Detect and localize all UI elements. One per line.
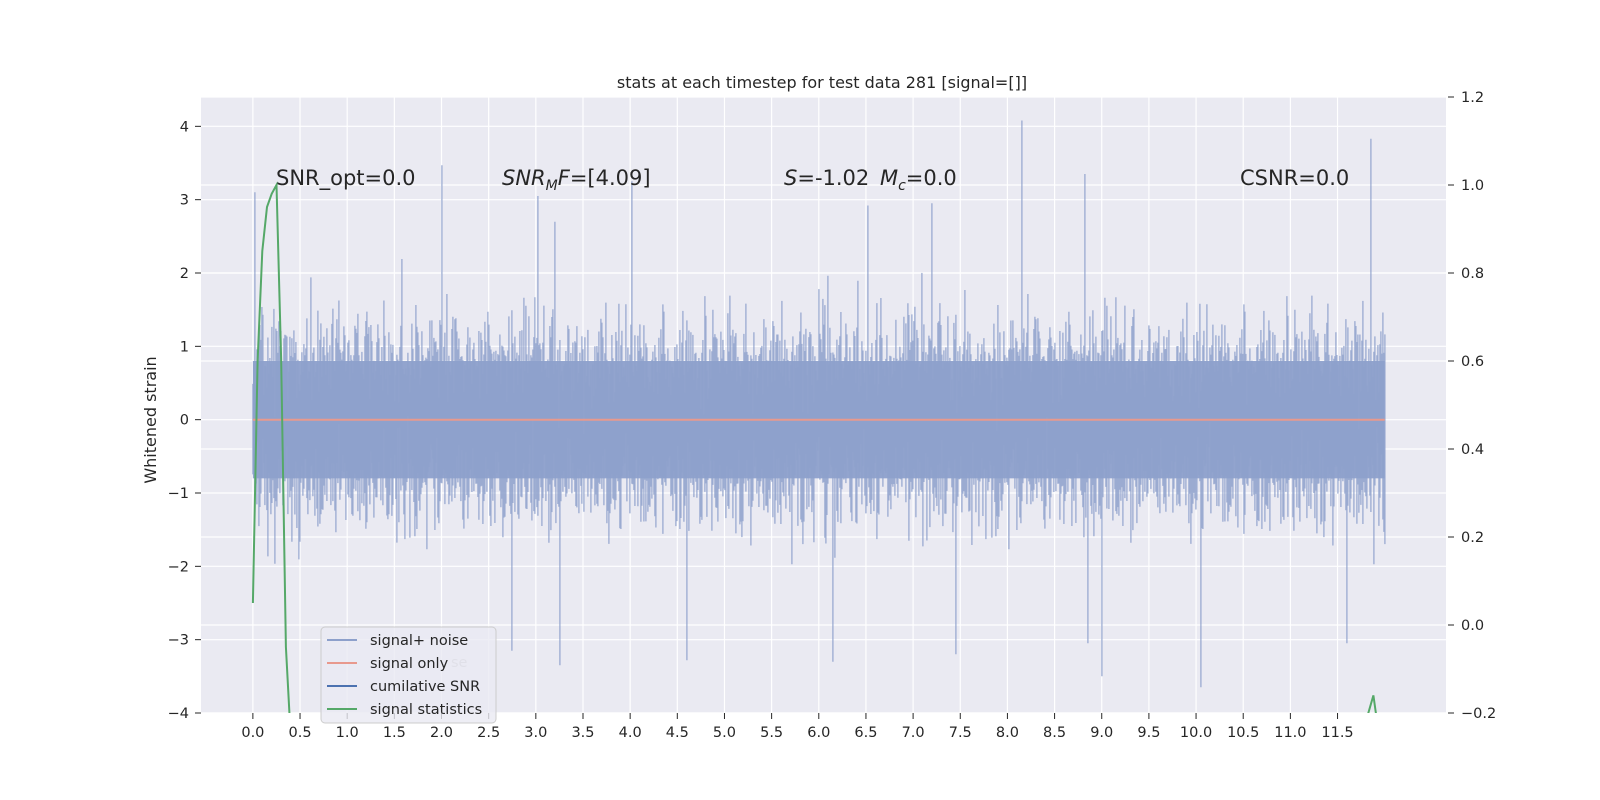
y-tick-label: 1 [180,339,189,355]
y-tick-label: 4 [180,119,189,135]
legend-label: signal statistics [370,702,482,718]
y-tick-label: −3 [168,633,189,649]
y-right-tick-label: 0.4 [1461,442,1484,458]
x-tick-label: 0.0 [241,725,264,741]
series-signal-statistics-tail [1367,695,1377,713]
x-tick-label: 10.5 [1227,725,1259,741]
x-tick-label: 11.0 [1274,725,1306,741]
annotation-snr-mf: SNRMF=[4.09] [502,166,651,194]
y-tick-label: 0 [180,413,189,429]
annotation-mc-value: =0.0 [906,166,957,190]
annotation-snr-mf-sub: M [546,178,558,194]
annotation-snr-mf-snr: SNR [502,166,546,190]
annotations: SNR_opt=0.0 SNRMF=[4.09] S=-1.02 Mc=0.0 CSN… [276,166,1349,194]
y-tick-label: −2 [168,559,189,575]
x-tick-label: 11.5 [1321,725,1353,741]
x-tick-label: 0.5 [289,725,312,741]
x-tick-label: 1.0 [336,725,359,741]
y-tick-label: 2 [180,266,189,282]
series-lines [251,181,1385,713]
y-tick-label: −4 [168,706,189,722]
annotation-snr-opt: SNR_opt=0.0 [276,166,416,191]
annotation-s: S [784,166,797,190]
x-tick-label: 10.0 [1180,725,1212,741]
x-tick-label: 6.5 [854,725,877,741]
y-tick-label: 3 [180,193,189,209]
y-axis-label: Whitened strain [141,356,160,483]
annotation-csnr: CSNR=0.0 [1240,166,1349,190]
x-tick-label: 9.5 [1137,725,1160,741]
chart-title: stats at each timestep for test data 281… [617,73,1027,92]
x-tick-label: 5.5 [760,725,783,741]
x-tick-label: 3.0 [524,725,547,741]
y-right-tick-label: 0.2 [1461,530,1484,546]
x-tick-label: 4.5 [666,725,689,741]
x-tick-label: 7.0 [902,725,925,741]
x-tick-label: 8.5 [1043,725,1066,741]
annotation-mc-m: M [880,166,898,190]
y-tick-label: −1 [168,486,189,502]
x-tick-label: 4.0 [619,725,642,741]
annotation-snr-mf-f: F [558,166,571,190]
legend-box [320,626,497,724]
x-tick-label: 6.0 [807,725,830,741]
x-tick-label: 1.5 [383,725,406,741]
x-tick-label: 7.5 [949,725,972,741]
y-right-tick-label: 0.6 [1461,354,1484,370]
annotation-s-value: =-1.02 [797,166,876,190]
legend-label: signal+ noise [370,633,468,649]
legend-label: signal only [370,656,449,672]
y-right-tick-label: 1.0 [1461,178,1484,194]
annotation-mc-sub: c [898,178,906,194]
x-tick-label: 2.0 [430,725,453,741]
y-right-tick-label: −0.2 [1461,706,1496,722]
y-right-tick-label: 0.8 [1461,266,1484,282]
annotation-snr-mf-value: F=[4.09] [558,166,651,190]
axes: 0.0 0.5 1.0 1.5 2.0 2.5 3.0 3.5 4.0 4.5 5.0 5.5 6.0 6… [168,90,1497,741]
x-tick-label: 2.5 [477,725,500,741]
x-tick-label: 5.0 [713,725,736,741]
series-signal-statistics [251,181,291,713]
annotation-s-mc: S=-1.02 Mc=0.0 [784,166,957,194]
x-tick-label: 8.0 [996,725,1019,741]
y-right-tick-label: 0.0 [1461,618,1484,634]
x-tick-label: 9.0 [1090,725,1113,741]
y-right-tick-label: 1.2 [1461,90,1484,106]
x-tick-label: 3.5 [571,725,594,741]
legend-label: cumilative SNR [370,679,480,695]
